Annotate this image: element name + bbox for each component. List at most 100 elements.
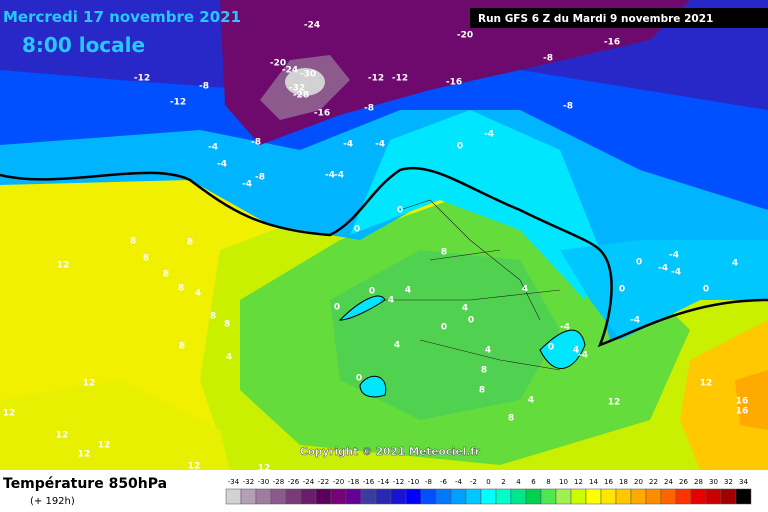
contour-label: -4 xyxy=(578,351,588,361)
contour-label: 0 xyxy=(356,374,362,384)
legend-swatch xyxy=(555,488,572,505)
legend-swatch xyxy=(630,488,647,505)
legend-swatch xyxy=(525,488,542,505)
contour-label: -4 xyxy=(208,143,218,153)
legend-tick-label: 28 xyxy=(694,478,703,486)
legend-swatch xyxy=(240,488,257,505)
legend-swatch xyxy=(450,488,467,505)
contour-label: 4 xyxy=(462,304,468,314)
contour-label: -8 xyxy=(251,138,261,148)
contour-label: -4 xyxy=(334,171,344,181)
contour-label: 0 xyxy=(548,343,554,353)
contour-label: 12 xyxy=(56,431,69,441)
legend-swatch xyxy=(465,488,482,505)
legend-tick-label: 22 xyxy=(649,478,658,486)
legend-tick-label: 30 xyxy=(709,478,718,486)
legend-swatch xyxy=(315,488,332,505)
contour-label: -16 xyxy=(446,78,462,88)
contour-label: -24 xyxy=(304,21,320,31)
legend-tick-label: -18 xyxy=(348,478,359,486)
legend-tick-label: -14 xyxy=(378,478,390,486)
legend-tick-label: -22 xyxy=(318,478,329,486)
contour-label: 12 xyxy=(83,379,96,389)
legend-swatch xyxy=(720,488,737,505)
field-title: Température 850hPa xyxy=(3,476,167,492)
contour-label: 4 xyxy=(528,396,534,406)
legend-swatch xyxy=(675,488,692,505)
legend-swatch xyxy=(705,488,722,505)
contour-label: -4 xyxy=(375,140,385,150)
legend-tick-label: -32 xyxy=(243,478,254,486)
contour-label: 0 xyxy=(636,258,642,268)
contour-label: 8 xyxy=(481,366,487,376)
contour-label: -20 xyxy=(270,59,286,69)
legend-swatch xyxy=(690,488,707,505)
contour-label: 12 xyxy=(3,409,16,419)
legend-tick-label: 2 xyxy=(501,478,505,486)
legend-tick-label: 16 xyxy=(604,478,613,486)
legend-tick-label: 14 xyxy=(589,478,598,486)
contour-label: -24 xyxy=(282,66,298,76)
contour-label: -8 xyxy=(563,102,573,112)
contour-label: 12 xyxy=(57,261,70,271)
legend-tick-label: -10 xyxy=(408,478,419,486)
contour-label: 4 xyxy=(573,346,579,356)
contour-label: 8 xyxy=(163,270,169,280)
contour-label: -12 xyxy=(134,74,150,84)
legend-tick-label: -4 xyxy=(455,478,463,486)
contour-label: 8 xyxy=(224,320,230,330)
contour-label: 0 xyxy=(619,285,625,295)
legend-swatch xyxy=(600,488,617,505)
legend-tick-label: 0 xyxy=(486,478,490,486)
legend-swatch xyxy=(645,488,662,505)
contour-label: -4 xyxy=(484,130,494,140)
legend-swatch xyxy=(615,488,632,505)
contour-label: -4 xyxy=(630,316,640,326)
contour-label: -4 xyxy=(325,171,335,181)
contour-label: -4 xyxy=(658,264,668,274)
legend-tick-label: 4 xyxy=(516,478,521,486)
contour-label: -12 xyxy=(170,98,186,108)
contour-label: -4 xyxy=(671,268,681,278)
legend-swatch xyxy=(225,488,242,505)
contour-label: -12 xyxy=(392,74,408,84)
legend-tick-label: -8 xyxy=(425,478,432,486)
contour-label: -8 xyxy=(543,54,553,64)
copyright: Copyright © 2021 Meteociel.fr xyxy=(300,446,481,458)
contour-label: -4 xyxy=(343,140,353,150)
legend-tick-label: -20 xyxy=(333,478,344,486)
contour-label: 12 xyxy=(188,462,201,472)
contour-label: 0 xyxy=(457,142,463,152)
legend-tick-label: -6 xyxy=(440,478,448,486)
legend-tick-label: -26 xyxy=(288,478,300,486)
legend-tick-label: -16 xyxy=(363,478,375,486)
contour-label: 4 xyxy=(195,289,201,299)
legend-swatch xyxy=(660,488,677,505)
contour-label: 8 xyxy=(441,248,447,258)
contour-label: 0 xyxy=(397,206,403,216)
contour-label: 4 xyxy=(226,353,232,363)
lead-time: (+ 192h) xyxy=(30,496,75,507)
legend-tick-label: 24 xyxy=(664,478,673,486)
legend-tick-label: -12 xyxy=(393,478,404,486)
contour-label: 4 xyxy=(405,286,411,296)
contour-label: -8 xyxy=(364,104,374,114)
legend-swatch xyxy=(540,488,557,505)
contour-label: 0 xyxy=(334,303,340,313)
contour-label: 12 xyxy=(258,464,271,474)
legend-tick-label: 6 xyxy=(531,478,536,486)
legend-swatch xyxy=(300,488,317,505)
contour-label: -4 xyxy=(242,180,252,190)
contour-label: 0 xyxy=(703,285,709,295)
run-info: Run GFS 6 Z du Mardi 9 novembre 2021 xyxy=(478,13,713,25)
legend-tick-label: 8 xyxy=(546,478,550,486)
contour-label: -12 xyxy=(368,74,384,84)
contour-label: -28 xyxy=(293,91,309,101)
contour-label: 8 xyxy=(210,312,216,322)
valid-date: Mercredi 17 novembre 2021 xyxy=(3,8,241,26)
contour-label: -4 xyxy=(217,160,227,170)
legend-swatch xyxy=(330,488,347,505)
legend-tick-label: 18 xyxy=(619,478,628,486)
contour-label: 4 xyxy=(522,285,528,295)
